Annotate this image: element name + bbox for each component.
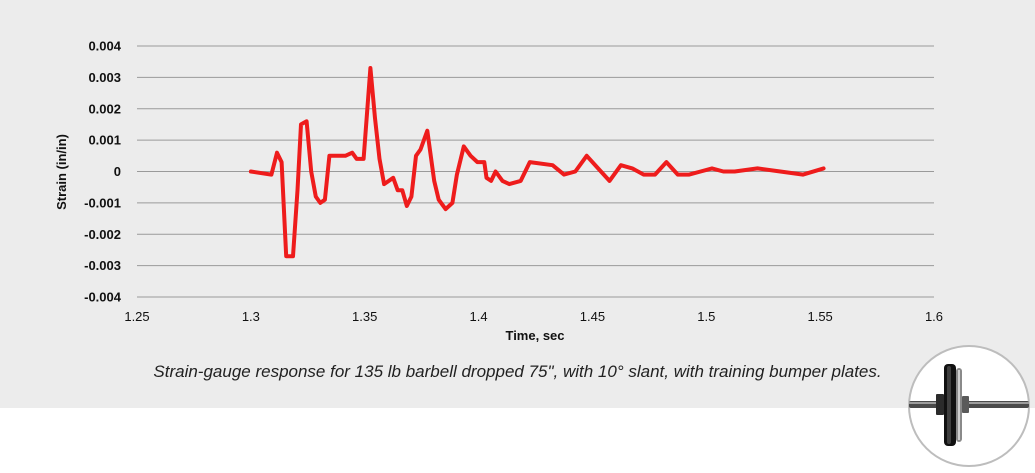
x-tick-label: 1.25 — [124, 309, 149, 324]
y-tick-label: -0.003 — [84, 258, 121, 273]
y-tick-label: 0.002 — [88, 101, 121, 116]
series-line-strain — [248, 66, 826, 259]
strain-chart: 0.004 0.003 0.002 0.001 0 -0.001 -0.002 -0.003 -… — [54, 39, 943, 344]
y-tick-label: 0.001 — [88, 133, 121, 148]
y-tick-label: 0 — [114, 164, 121, 179]
y-tick-label: -0.001 — [84, 195, 121, 210]
y-tick-label: -0.002 — [84, 227, 121, 242]
y-tick-label: 0.003 — [88, 70, 121, 85]
grid-lines — [137, 45, 934, 298]
x-tick-label: 1.6 — [925, 309, 943, 324]
x-tick-label: 1.4 — [470, 309, 488, 324]
x-tick-label: 1.3 — [242, 309, 260, 324]
y-tick-labels: 0.004 0.003 0.002 0.001 0 -0.001 -0.002 -0.003 -… — [84, 39, 122, 305]
x-tick-label: 1.35 — [352, 309, 377, 324]
chart-panel: 0.004 0.003 0.002 0.001 0 -0.001 -0.002 -0.003 -… — [0, 0, 1035, 408]
x-axis-label: Time, sec — [505, 328, 564, 343]
y-axis-label: Strain (in/in) — [54, 134, 69, 210]
y-tick-label: 0.004 — [88, 39, 121, 54]
x-tick-labels: 1.25 1.3 1.35 1.4 1.45 1.5 1.55 1.6 — [124, 309, 943, 324]
x-tick-label: 1.5 — [697, 309, 715, 324]
x-tick-label: 1.45 — [580, 309, 605, 324]
barbell-badge — [907, 344, 1031, 468]
y-tick-label: -0.004 — [84, 290, 122, 305]
series-layer — [248, 66, 826, 259]
chart-caption: Strain-gauge response for 135 lb barbell… — [153, 362, 882, 381]
x-tick-label: 1.55 — [807, 309, 832, 324]
barbell-plate-icon — [908, 345, 1030, 467]
